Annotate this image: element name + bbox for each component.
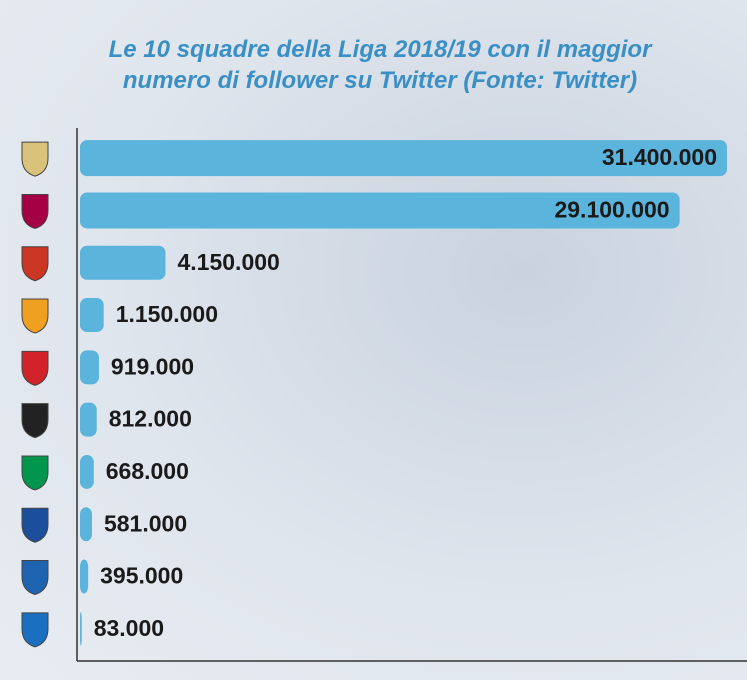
bar [80,192,680,229]
value-label: 919.000 [111,353,194,379]
bar [80,559,89,594]
team-logo [21,403,49,439]
team-logo [21,141,49,177]
team-logo [21,246,49,282]
bar [80,350,99,385]
value-label: 581.000 [104,510,187,536]
value-label: 83.000 [94,615,164,641]
team-logo [21,560,49,596]
value-label: 395.000 [100,563,183,589]
bar [80,140,727,177]
bar [80,402,97,437]
value-label: 31.400.000 [602,144,717,170]
bar [80,507,92,542]
chart-title: Le 10 squadre della Liga 2018/19 con il … [108,36,652,94]
bar [80,298,104,333]
team-logo [21,612,49,648]
value-label: 812.000 [109,406,192,432]
value-label: 1.150.000 [116,301,218,327]
bar [80,611,82,646]
team-logo [21,507,49,543]
bar [80,454,94,489]
bar [80,245,166,280]
team-logo [21,455,49,491]
team-logo [21,350,49,386]
team-logo [21,193,49,229]
value-label: 668.000 [106,458,189,484]
value-label: 29.100.000 [554,197,669,223]
value-label: 4.150.000 [178,249,280,275]
team-logo [21,298,49,334]
